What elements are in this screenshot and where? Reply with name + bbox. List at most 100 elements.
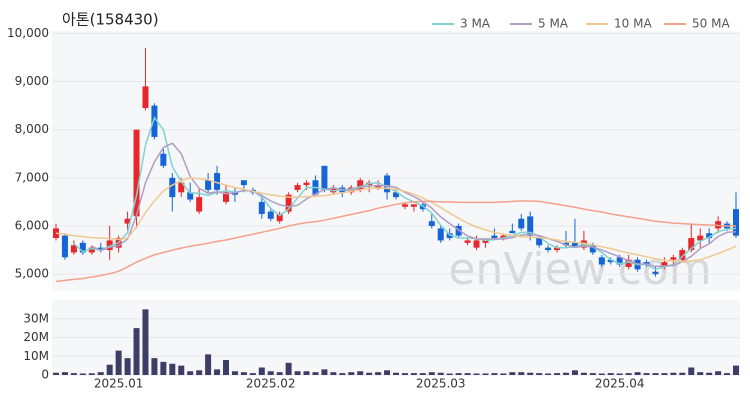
- volume-bar: [169, 363, 176, 375]
- candle-body: [410, 204, 417, 207]
- volume-bar: [258, 367, 265, 375]
- candle-body: [697, 235, 704, 241]
- candle-body: [303, 182, 310, 186]
- candle-body: [285, 194, 292, 212]
- candle-body: [151, 105, 158, 137]
- candle-body: [401, 204, 408, 207]
- candle-body: [330, 187, 337, 193]
- candle-body: [357, 180, 364, 190]
- volume-tick-label: 20M: [23, 330, 49, 344]
- ma-line: [55, 177, 737, 263]
- volume-bar: [563, 372, 569, 375]
- candle-body: [536, 238, 543, 246]
- candle-body: [258, 201, 265, 214]
- volume-bar: [589, 373, 596, 375]
- candle-body: [518, 218, 525, 229]
- volume-bar: [312, 372, 319, 375]
- candle-body: [437, 228, 444, 241]
- candle-body: [196, 197, 203, 212]
- volume-bar: [205, 354, 212, 375]
- volume-bar: [214, 369, 221, 375]
- volume-bar: [223, 360, 229, 375]
- candle-body: [616, 257, 623, 265]
- volume-bar: [446, 373, 453, 375]
- volume-bar: [500, 373, 507, 375]
- candle-body: [393, 192, 399, 198]
- x-tick-label: 2025.02: [246, 377, 296, 391]
- candle-body: [294, 185, 301, 190]
- volume-bar: [437, 372, 444, 375]
- volume-bar: [419, 373, 426, 375]
- volume-bar: [330, 372, 337, 375]
- volume-bar: [375, 372, 382, 375]
- candle-body: [661, 262, 668, 267]
- volume-bar: [348, 372, 355, 375]
- volume-bar: [366, 372, 373, 375]
- candle-body: [491, 235, 498, 239]
- volume-bar: [106, 364, 113, 375]
- volume-bar: [428, 372, 435, 375]
- volume-bar: [133, 328, 140, 375]
- volume-bar: [384, 370, 391, 375]
- candle-body: [88, 247, 95, 253]
- volume-bar: [733, 365, 739, 375]
- volume-bar: [196, 370, 203, 375]
- volume-bar: [401, 373, 408, 375]
- volume-bar: [303, 371, 310, 375]
- volume-bar: [249, 373, 256, 375]
- candle-body: [142, 86, 149, 109]
- volume-bar: [115, 350, 122, 375]
- volume-bar: [410, 373, 417, 375]
- ma-line: [55, 200, 736, 283]
- volume-bar: [464, 373, 471, 375]
- candle-body: [124, 218, 131, 224]
- volume-bar: [571, 370, 578, 375]
- volume-bar: [455, 373, 462, 375]
- price-pane: [52, 31, 740, 291]
- chart-title: 아톤(158430): [62, 11, 159, 29]
- volume-bar: [580, 372, 587, 375]
- volume-bar: [124, 358, 131, 375]
- volume-tick-label: 10M: [23, 349, 49, 363]
- candle-body: [267, 211, 274, 219]
- candle-body: [545, 247, 552, 251]
- volume-bar: [79, 373, 86, 375]
- volume-bar: [545, 373, 552, 375]
- candle-body: [554, 247, 561, 251]
- legend-label: 5 MA: [538, 17, 569, 31]
- x-tick-label: 2025.01: [94, 377, 144, 391]
- volume-bar: [554, 373, 561, 375]
- volume-bar: [267, 371, 274, 375]
- volume-bar: [491, 373, 498, 375]
- y-tick-label: 9,000: [15, 74, 49, 88]
- volume-bar: [643, 373, 650, 375]
- volume-bar: [178, 365, 185, 375]
- volume-bar: [97, 372, 104, 375]
- volume-bar: [294, 371, 301, 375]
- volume-bar: [652, 373, 659, 375]
- x-tick-label: 2025.03: [416, 377, 466, 391]
- y-tick-label: 7,000: [15, 170, 49, 184]
- volume-bar: [706, 372, 713, 375]
- volume-bar: [634, 372, 641, 375]
- candle-body: [509, 230, 516, 234]
- volume-bar: [285, 362, 292, 375]
- candle-body: [446, 233, 453, 239]
- volume-bar: [357, 371, 364, 375]
- candle-body: [482, 240, 489, 243]
- volume-bar: [625, 373, 632, 375]
- candle-body: [527, 216, 534, 236]
- candle-body: [223, 192, 229, 202]
- candle-body: [706, 233, 713, 239]
- candle-body: [679, 250, 686, 260]
- y-tick-label: 5,000: [15, 267, 49, 281]
- candle-body: [670, 257, 677, 260]
- volume-bar: [724, 373, 731, 375]
- volume-bar: [240, 372, 247, 375]
- candle-body: [214, 173, 221, 190]
- volume-bar: [607, 373, 614, 375]
- ma-line: [73, 116, 737, 271]
- volume-tick-label: 30M: [23, 311, 49, 325]
- volume-bar: [536, 373, 543, 375]
